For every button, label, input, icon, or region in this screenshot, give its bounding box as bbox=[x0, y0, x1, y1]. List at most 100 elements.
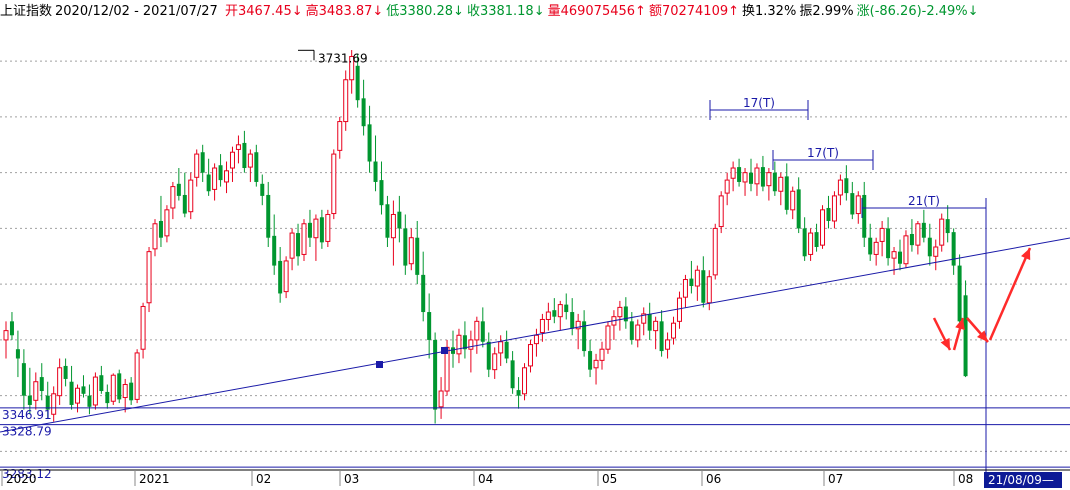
candle bbox=[760, 155, 765, 192]
candle-body bbox=[730, 167, 736, 179]
candle-body bbox=[63, 365, 68, 379]
candle-body bbox=[927, 237, 932, 257]
candle-body bbox=[659, 321, 664, 352]
candle-body bbox=[850, 193, 855, 215]
candle bbox=[886, 217, 891, 266]
candle-body bbox=[319, 217, 324, 243]
candle bbox=[110, 373, 116, 405]
candle-body bbox=[718, 195, 724, 228]
candle-body bbox=[898, 251, 902, 264]
candle bbox=[552, 298, 557, 324]
candle bbox=[307, 209, 312, 247]
candle-body bbox=[75, 387, 81, 404]
candle bbox=[51, 386, 57, 422]
candle bbox=[754, 163, 760, 196]
candle bbox=[21, 349, 26, 410]
candle bbox=[706, 270, 712, 311]
candle bbox=[87, 384, 92, 415]
candle bbox=[81, 375, 86, 398]
candle-body bbox=[224, 170, 230, 183]
candle bbox=[545, 302, 551, 331]
candle bbox=[403, 214, 408, 275]
candle bbox=[814, 223, 819, 252]
candle bbox=[278, 247, 283, 303]
candle bbox=[831, 191, 837, 229]
candle-body bbox=[945, 219, 950, 234]
candle-body bbox=[492, 353, 498, 371]
cursor-date-box: 21/08/09— bbox=[984, 472, 1062, 488]
candle bbox=[343, 70, 349, 131]
candle-body bbox=[694, 269, 700, 287]
candle-body bbox=[385, 204, 390, 238]
candle-body bbox=[451, 347, 455, 354]
candle-body bbox=[164, 209, 170, 237]
candle bbox=[92, 372, 98, 410]
candle-body bbox=[397, 211, 402, 229]
candle-body bbox=[272, 235, 277, 266]
candle bbox=[129, 377, 134, 405]
candle bbox=[820, 205, 826, 249]
close-value: 收3381.18↓ bbox=[466, 4, 545, 19]
candle-body bbox=[289, 232, 295, 259]
candle-body bbox=[468, 339, 474, 350]
candle bbox=[582, 310, 587, 357]
candle bbox=[963, 280, 968, 378]
candle bbox=[909, 219, 914, 252]
candle-body bbox=[593, 359, 599, 369]
candle bbox=[373, 135, 378, 192]
candle bbox=[117, 369, 122, 404]
candle-body bbox=[373, 161, 378, 182]
candle bbox=[456, 328, 462, 364]
candle bbox=[588, 339, 593, 378]
candle bbox=[790, 186, 796, 220]
candle-body bbox=[427, 312, 432, 340]
candle bbox=[164, 205, 170, 243]
candle-body bbox=[134, 352, 140, 400]
candle bbox=[694, 265, 700, 301]
candle-body bbox=[379, 180, 384, 206]
candle-body bbox=[87, 395, 92, 407]
candle-body bbox=[247, 153, 253, 168]
candle-body bbox=[647, 313, 652, 331]
candle bbox=[140, 302, 146, 359]
candle bbox=[605, 321, 611, 354]
candle-body bbox=[814, 232, 819, 247]
candle bbox=[105, 384, 110, 409]
candle bbox=[296, 223, 301, 266]
candle-body bbox=[438, 390, 444, 408]
candle-body bbox=[456, 334, 462, 355]
candle-body bbox=[826, 207, 831, 221]
candle-body bbox=[915, 223, 921, 246]
candle-body bbox=[921, 222, 926, 238]
candle-body bbox=[868, 237, 873, 255]
candle-body bbox=[665, 339, 671, 350]
candle-body bbox=[415, 237, 420, 275]
cycle-label: 17(T) bbox=[743, 96, 775, 110]
candle bbox=[397, 195, 402, 243]
candle bbox=[772, 161, 777, 196]
up-arrow-icon bbox=[988, 247, 1032, 341]
candle bbox=[474, 316, 480, 354]
candle-body bbox=[51, 393, 57, 415]
candle bbox=[229, 146, 235, 182]
candle-body bbox=[724, 179, 730, 194]
candle bbox=[235, 135, 241, 164]
x-tick-label: 06 bbox=[706, 472, 721, 486]
candle bbox=[873, 237, 879, 266]
candle bbox=[462, 321, 467, 359]
candle bbox=[451, 330, 455, 368]
candle-body bbox=[862, 194, 867, 238]
candle-body bbox=[963, 295, 968, 377]
candle-body bbox=[533, 334, 539, 345]
candle-body bbox=[617, 306, 623, 318]
amplitude-value: 振2.99% bbox=[799, 4, 854, 19]
price-label: 3346.91 bbox=[2, 408, 52, 422]
candle-body bbox=[760, 167, 765, 187]
candle-body bbox=[552, 310, 557, 317]
candle bbox=[879, 220, 885, 257]
candle-body bbox=[390, 213, 396, 239]
candle bbox=[134, 349, 140, 404]
candle bbox=[9, 312, 14, 340]
candle-body bbox=[682, 279, 688, 298]
